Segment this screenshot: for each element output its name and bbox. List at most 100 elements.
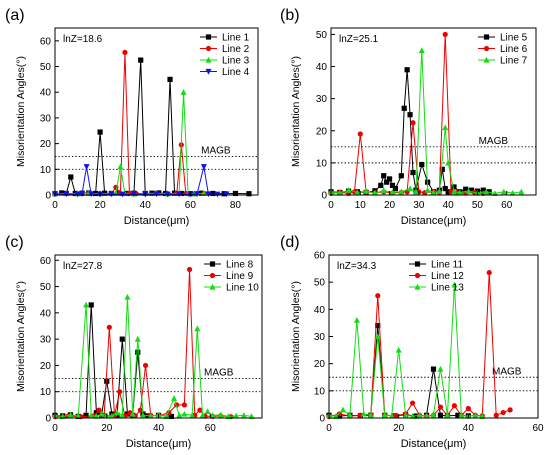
series-line-4 bbox=[54, 166, 227, 195]
series-point bbox=[493, 412, 499, 418]
y-tick-label: 60 bbox=[40, 256, 52, 267]
series-point bbox=[381, 411, 388, 418]
y-tick-label: 30 bbox=[314, 332, 326, 343]
lnz-annotation: lnZ=34.3 bbox=[337, 261, 377, 272]
y-tick-label: 20 bbox=[316, 126, 328, 137]
y-tick-label: 0 bbox=[319, 414, 325, 425]
series-point bbox=[468, 187, 475, 193]
y-tick-label: 0 bbox=[45, 414, 51, 425]
y-tick-label: 10 bbox=[314, 386, 326, 397]
series-point bbox=[138, 57, 144, 63]
series-point bbox=[402, 412, 409, 418]
x-tick-label: 0 bbox=[328, 200, 334, 211]
series-point bbox=[401, 105, 407, 111]
x-tick-label: 20 bbox=[384, 200, 396, 211]
series-point bbox=[83, 412, 89, 418]
series-point bbox=[240, 412, 247, 418]
series-point bbox=[124, 293, 131, 300]
series-point bbox=[480, 187, 486, 193]
series-point bbox=[442, 31, 448, 38]
series-point bbox=[63, 191, 70, 198]
series-line-2 bbox=[54, 268, 231, 418]
series-point bbox=[423, 412, 430, 419]
series-point bbox=[189, 412, 196, 418]
series-point bbox=[483, 188, 490, 195]
legend-label: Line 9 bbox=[226, 271, 254, 282]
panel-b: (b) MAGB 0 10 20 30 40 50 60 0 10 20 30 40 50 Distance(… bbox=[275, 0, 550, 227]
legend-label: Line 6 bbox=[500, 44, 528, 55]
legend-swatch-marker bbox=[205, 45, 212, 52]
legend-label: Line 12 bbox=[431, 271, 464, 282]
y-tick-label: 40 bbox=[40, 308, 52, 319]
series-point bbox=[93, 412, 100, 419]
x-tick-label: 40 bbox=[153, 423, 165, 434]
series-point bbox=[75, 412, 82, 419]
chart-b: (b) MAGB 0 10 20 30 40 50 60 0 10 20 30 40 50 Distance(… bbox=[280, 7, 537, 227]
y-tick-label: 10 bbox=[316, 158, 328, 169]
series-point bbox=[130, 191, 137, 197]
x-tick-label: 0 bbox=[326, 423, 332, 434]
series-point bbox=[339, 406, 346, 413]
y-tick-label: 20 bbox=[314, 359, 326, 370]
series-point bbox=[465, 405, 471, 412]
series-point bbox=[117, 163, 124, 170]
magb-label: MAGB bbox=[201, 145, 231, 156]
series-point bbox=[424, 186, 431, 193]
series-point bbox=[442, 185, 448, 192]
series-point bbox=[381, 173, 387, 179]
legend-swatch-marker bbox=[414, 272, 421, 279]
series-point bbox=[168, 413, 175, 420]
y-tick-label: 30 bbox=[40, 335, 52, 346]
series-point bbox=[410, 120, 416, 126]
series-line-1 bbox=[330, 69, 490, 193]
legend-swatch-marker bbox=[205, 68, 212, 75]
series-line-3 bbox=[54, 296, 252, 417]
series-point bbox=[416, 412, 423, 418]
x-axis-label: Distance(μm) bbox=[401, 438, 467, 450]
series-point bbox=[445, 159, 452, 166]
series-point bbox=[59, 190, 65, 196]
series-point bbox=[180, 89, 187, 95]
series-point bbox=[375, 293, 381, 299]
series-point bbox=[380, 187, 387, 194]
series-point bbox=[389, 182, 396, 188]
legend-label: Line 7 bbox=[500, 56, 528, 67]
series-point bbox=[430, 411, 437, 418]
series-point bbox=[345, 186, 352, 193]
series-point bbox=[486, 189, 492, 195]
series-point bbox=[194, 325, 201, 332]
series-point bbox=[119, 336, 125, 342]
panel-c: (c) MAGB 0 20 40 60 0 10 20 30 40 50 60 Distance(μm) M… bbox=[0, 227, 275, 454]
series-point bbox=[217, 411, 224, 418]
lnz-annotation: lnZ=25.1 bbox=[339, 34, 379, 45]
series-line-2 bbox=[330, 33, 484, 194]
magb-label: MAGB bbox=[204, 368, 234, 379]
legend-label: Line 2 bbox=[222, 44, 250, 55]
series-point bbox=[122, 49, 128, 56]
legend-swatch-marker bbox=[209, 261, 216, 267]
series-point bbox=[336, 189, 343, 196]
series-point bbox=[108, 412, 115, 419]
series-point bbox=[181, 410, 188, 417]
series-point bbox=[430, 189, 437, 196]
series-point bbox=[346, 412, 353, 418]
series-point bbox=[210, 190, 216, 197]
y-tick-label: 50 bbox=[316, 30, 328, 41]
series-point bbox=[451, 184, 457, 190]
x-tick-label: 40 bbox=[140, 200, 152, 211]
x-tick-label: 0 bbox=[52, 423, 58, 434]
legend-label: Line 10 bbox=[226, 283, 259, 294]
series-point bbox=[194, 191, 201, 197]
legend-label: Line 5 bbox=[500, 33, 528, 44]
y-axis-label: Misorientation Angles(°) bbox=[15, 281, 27, 392]
series-point bbox=[199, 412, 206, 418]
series-point bbox=[197, 407, 203, 413]
x-tick-label: 50 bbox=[472, 200, 484, 211]
series-point bbox=[486, 270, 492, 276]
series-point bbox=[139, 412, 146, 418]
y-tick-label: 30 bbox=[316, 94, 328, 105]
series-point bbox=[463, 186, 469, 192]
series-point bbox=[451, 403, 457, 409]
